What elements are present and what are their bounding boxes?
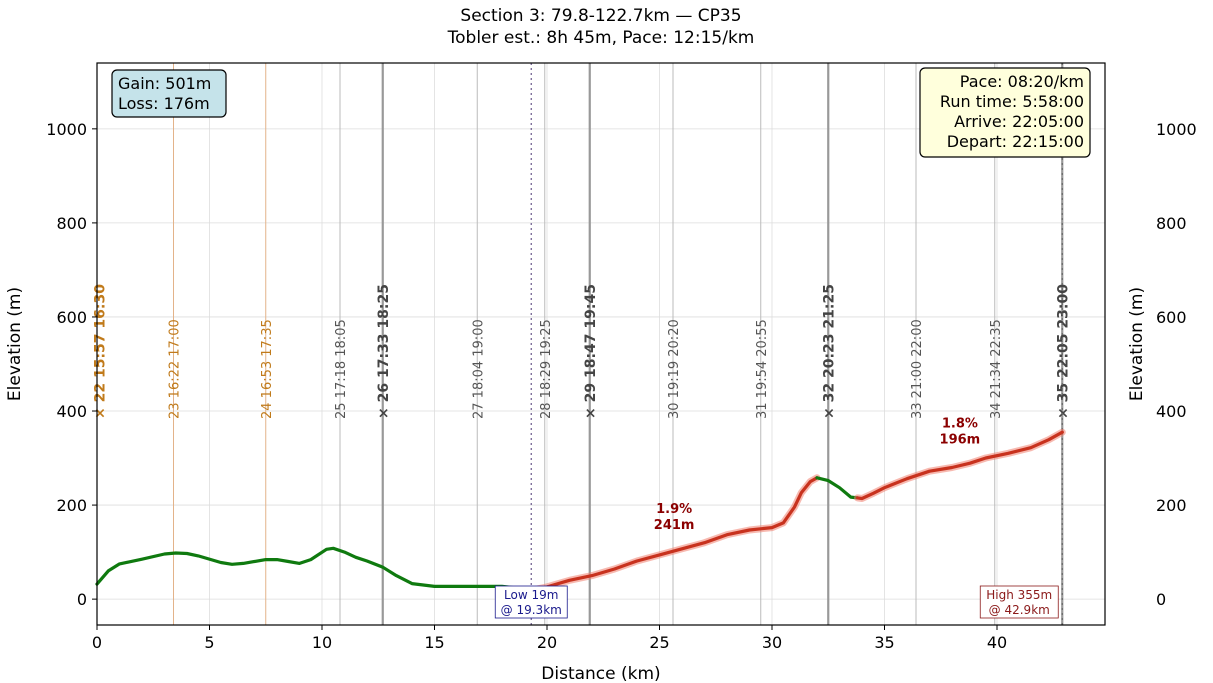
checkpoint-label: 25 17:18 18:05	[334, 319, 349, 419]
y-tick-label: 400	[56, 402, 87, 421]
run-time-text: Run time: 5:58:00	[940, 92, 1084, 111]
x-axis-label: Distance (km)	[541, 664, 660, 683]
x-tick-label: 25	[649, 633, 669, 652]
x-axis-ticks: 0 5 10 15 20 25 30 35 40	[92, 625, 1007, 652]
checkpoint-label: 28 18:29 19:25	[539, 319, 554, 419]
y-tick-label: 200	[56, 496, 87, 515]
climb-grade-label: 1.8%	[942, 417, 978, 432]
depart-text: Depart: 22:15:00	[947, 132, 1084, 151]
y-axis-ticks: 0 200 400 600 800 1000	[46, 120, 97, 609]
plot-frame	[96, 62, 1106, 626]
y-axis-label: Elevation (m)	[5, 287, 25, 401]
checkpoint-label: × 26 17:33 18:25	[376, 284, 392, 419]
x-tick-label: 40	[987, 633, 1007, 652]
right-y-axis-ticks: 0 200 400 600 800 1000	[1156, 120, 1197, 609]
climb-gain-label: 196m	[940, 433, 981, 448]
loss-text: Loss: 176m	[118, 94, 210, 113]
climb-grade-label: 1.9%	[656, 502, 692, 517]
checkpoint-label: × 32 20:23 21:25	[821, 284, 837, 419]
y-tick-label: 1000	[46, 120, 87, 139]
checkpoint-label: 33 21:00 22:00	[910, 319, 925, 419]
pace-info-box: Pace: 08:20/km Run time: 5:58:00 Arrive:…	[919, 67, 1091, 158]
low-point-location: @ 19.3km	[501, 603, 562, 617]
x-tick-label: 10	[312, 633, 332, 652]
high-point-location: @ 42.9km	[989, 603, 1050, 617]
pace-text: Pace: 08:20/km	[960, 72, 1084, 91]
annotations: 1.9%241m 1.8%196m Low 19m@ 19.3km High 355m…	[494, 417, 1059, 619]
x-tick-label: 15	[424, 633, 444, 652]
x-tick-label: 0	[92, 633, 102, 652]
high-point-label: High 355m	[986, 588, 1052, 602]
right-y-tick-label: 600	[1156, 308, 1187, 327]
x-tick-label: 5	[204, 633, 214, 652]
checkpoint-label: 24 16:53 17:35	[260, 319, 275, 419]
right-y-tick-label: 1000	[1156, 120, 1197, 139]
x-tick-label: 35	[874, 633, 894, 652]
high-point-box	[979, 585, 1059, 619]
flat-segment-line	[95, 546, 533, 592]
right-y-tick-label: 800	[1156, 214, 1187, 233]
checkpoint-label: 30 19:19 20:20	[667, 319, 682, 419]
right-y-tick-label: 0	[1156, 590, 1166, 609]
right-y-tick-label: 400	[1156, 402, 1187, 421]
low-point-box	[494, 585, 568, 619]
gain-loss-box: Gain: 501m Loss: 176m	[111, 69, 227, 118]
right-y-tick-label: 200	[1156, 496, 1187, 515]
climb-segment-line	[529, 476, 819, 592]
flat-segment-line	[815, 476, 860, 500]
y-tick-label: 600	[56, 308, 87, 327]
climb-segment-line	[855, 430, 1064, 501]
arrive-text: Arrive: 22:05:00	[954, 112, 1084, 131]
climb-gain-label: 241m	[654, 518, 695, 533]
chart-title-line2: Tobler est.: 8h 45m, Pace: 12:15/km	[447, 28, 755, 48]
elevation-profile	[95, 428, 1066, 594]
chart-title-line1: Section 3: 79.8-122.7km — CP35	[460, 6, 741, 26]
gridlines	[96, 63, 1105, 625]
checkpoint-label: 31 19:54 20:55	[755, 319, 770, 419]
x-tick-label: 20	[537, 633, 557, 652]
checkpoint-label: × 29 18:47 19:45	[583, 284, 599, 419]
checkpoint-label: × 22 15:57 16:30	[92, 284, 108, 419]
y-tick-label: 0	[77, 590, 87, 609]
gain-text: Gain: 501m	[118, 74, 211, 93]
checkpoint-label: 27 18:04 19:00	[471, 319, 486, 419]
right-y-axis-label: Elevation (m)	[1127, 287, 1147, 401]
x-tick-label: 30	[762, 633, 782, 652]
y-tick-label: 800	[56, 214, 87, 233]
low-point-label: Low 19m	[504, 588, 558, 602]
checkpoint-label: × 35 22:05 23:00	[1055, 284, 1071, 419]
checkpoint-label: 23 16:22 17:00	[168, 319, 183, 419]
checkpoint-label: 34 21:34 22:35	[989, 319, 1004, 419]
climb-segment-glow	[527, 474, 821, 594]
